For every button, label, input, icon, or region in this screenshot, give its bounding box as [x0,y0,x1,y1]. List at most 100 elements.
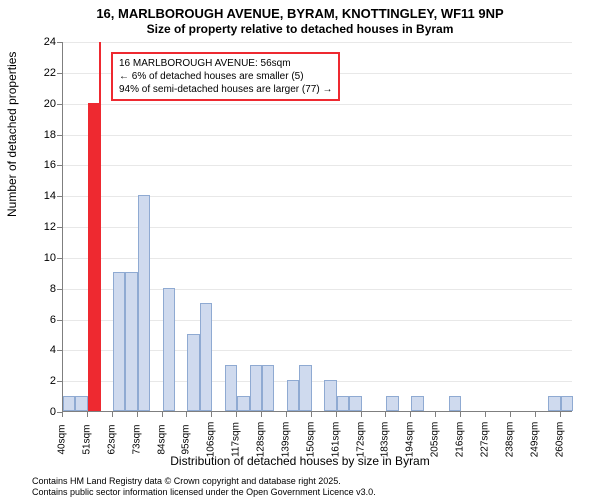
y-tick-label: 0 [50,406,56,418]
x-tick-mark [361,412,362,417]
y-tick-label: 22 [44,67,56,79]
y-axis-label: Number of detached properties [5,52,19,217]
x-tick-label: 117sqm [231,422,242,457]
y-tick-label: 6 [50,314,56,326]
grid-line [63,42,572,43]
y-tick-mark [57,104,62,105]
y-tick-mark [57,165,62,166]
y-tick-mark [57,320,62,321]
y-tick-mark [57,73,62,74]
histogram-bar [349,396,361,411]
x-tick-mark [87,412,88,417]
y-tick-mark [57,196,62,197]
x-tick-label: 205sqm [430,422,441,458]
x-tick-label: 227sqm [479,422,490,458]
y-tick-mark [57,289,62,290]
histogram-bar [63,396,75,411]
x-tick-label: 95sqm [181,424,192,454]
y-tick-label: 2 [50,375,56,387]
chart-title-main: 16, MARLBOROUGH AVENUE, BYRAM, KNOTTINGL… [0,6,600,21]
histogram-bar [337,396,349,411]
y-tick-mark [57,135,62,136]
x-tick-label: 161sqm [330,422,341,458]
y-tick-mark [57,258,62,259]
x-tick-mark [211,412,212,417]
x-tick-label: 128sqm [256,422,267,458]
histogram-bar [113,272,125,411]
marker-line [99,42,101,411]
x-tick-label: 194sqm [405,422,416,458]
histogram-bar [548,396,560,411]
y-tick-mark [57,381,62,382]
y-tick-label: 24 [44,36,56,48]
x-tick-mark [485,412,486,417]
x-tick-mark [236,412,237,417]
annotation-line: 94% of semi-detached houses are larger (… [119,83,332,96]
y-tick-mark [57,227,62,228]
x-tick-mark [261,412,262,417]
y-tick-label: 20 [44,98,56,110]
histogram-bar [561,396,573,411]
histogram-bar [237,396,249,411]
annotation-line: 16 MARLBOROUGH AVENUE: 56sqm [119,57,332,70]
y-tick-label: 12 [44,221,56,233]
histogram-bar [411,396,423,411]
x-tick-label: 84sqm [156,424,167,454]
x-tick-mark [162,412,163,417]
histogram-bar [250,365,262,411]
histogram-bar [163,288,175,411]
plot-area: 16 MARLBOROUGH AVENUE: 56sqm← 6% of deta… [62,42,572,412]
x-tick-mark [535,412,536,417]
histogram-bar [262,365,274,411]
x-tick-label: 172sqm [355,422,366,458]
grid-line [63,135,572,136]
x-tick-label: 216sqm [455,422,466,458]
grid-line [63,165,572,166]
x-tick-label: 106sqm [206,422,217,458]
x-tick-mark [410,412,411,417]
y-tick-label: 8 [50,283,56,295]
histogram-bar [138,195,150,411]
histogram-bar [324,380,336,411]
footer-copyright-1: Contains HM Land Registry data © Crown c… [32,476,341,486]
annotation-line: ← 6% of detached houses are smaller (5) [119,70,332,83]
footer-copyright-2: Contains public sector information licen… [32,487,376,497]
x-tick-mark [460,412,461,417]
x-tick-mark [336,412,337,417]
y-tick-label: 4 [50,344,56,356]
histogram-bar [200,303,212,411]
chart-title-sub: Size of property relative to detached ho… [0,22,600,36]
x-tick-mark [286,412,287,417]
x-tick-mark [435,412,436,417]
y-tick-mark [57,42,62,43]
x-tick-label: 260sqm [554,422,565,458]
x-tick-mark [560,412,561,417]
x-tick-mark [137,412,138,417]
x-tick-mark [385,412,386,417]
annotation-box: 16 MARLBOROUGH AVENUE: 56sqm← 6% of deta… [111,52,340,101]
y-tick-label: 16 [44,159,56,171]
x-tick-label: 150sqm [305,422,316,458]
y-tick-label: 10 [44,252,56,264]
y-tick-label: 18 [44,129,56,141]
x-tick-label: 139sqm [280,422,291,458]
x-tick-label: 40sqm [57,424,68,454]
x-tick-label: 249sqm [529,422,540,458]
histogram-bar [386,396,398,411]
histogram-bar [287,380,299,411]
histogram-bar [125,272,137,411]
x-tick-label: 51sqm [81,424,92,454]
x-tick-mark [62,412,63,417]
y-tick-mark [57,350,62,351]
histogram-bar [299,365,311,411]
grid-line [63,104,572,105]
x-tick-mark [112,412,113,417]
x-tick-label: 238sqm [504,422,515,458]
x-tick-mark [311,412,312,417]
x-tick-label: 62sqm [106,424,117,454]
histogram-bar [449,396,461,411]
histogram-bar [187,334,199,411]
x-tick-mark [186,412,187,417]
x-tick-mark [510,412,511,417]
x-tick-label: 73sqm [131,424,142,454]
